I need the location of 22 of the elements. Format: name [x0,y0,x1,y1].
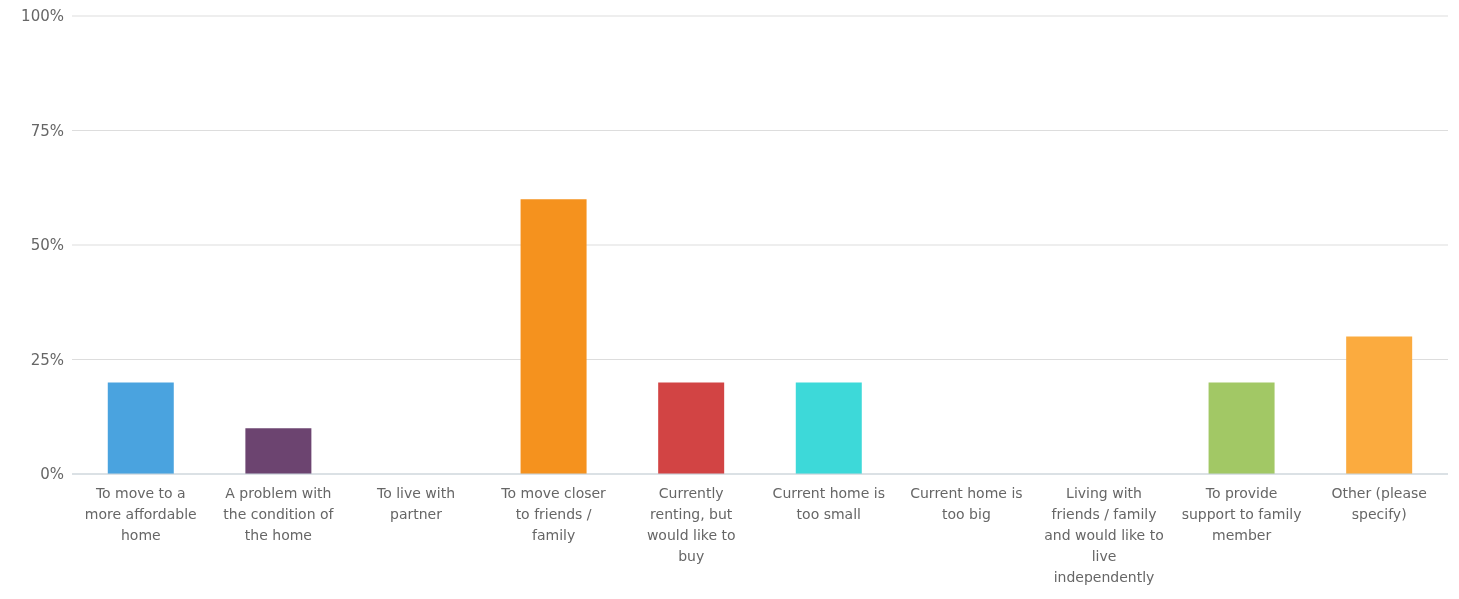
y-tick-label: 25% [30,350,64,369]
x-tick-label: To live with partner [375,484,456,522]
x-tick-label: To move to a more affordable home [84,484,197,543]
y-tick-label: 50% [30,236,64,255]
y-tick-label: 100% [21,7,64,26]
bar [795,382,862,474]
bar [1346,336,1413,474]
x-tick-label: Other (please specify) [1331,484,1427,522]
bar [1208,382,1275,474]
y-tick-label: 0% [40,465,64,484]
bar [520,199,587,474]
x-tick-label: Current home is too big [910,484,1023,522]
x-tick-label: Current home is too small [772,484,885,522]
bar [658,382,725,474]
x-tick-label: Living with friends / family and would like to live independently [1044,484,1164,585]
x-tick-label: Currently renting, but would like to buy [646,484,736,564]
bar [107,382,174,474]
x-tick-label: To provide support to family member [1181,484,1302,543]
x-tick-label: To move closer to friends / family [500,484,607,543]
x-tick-label: A problem with the condition of the home [223,484,335,543]
bar [245,428,312,474]
y-tick-label: 75% [30,121,64,140]
